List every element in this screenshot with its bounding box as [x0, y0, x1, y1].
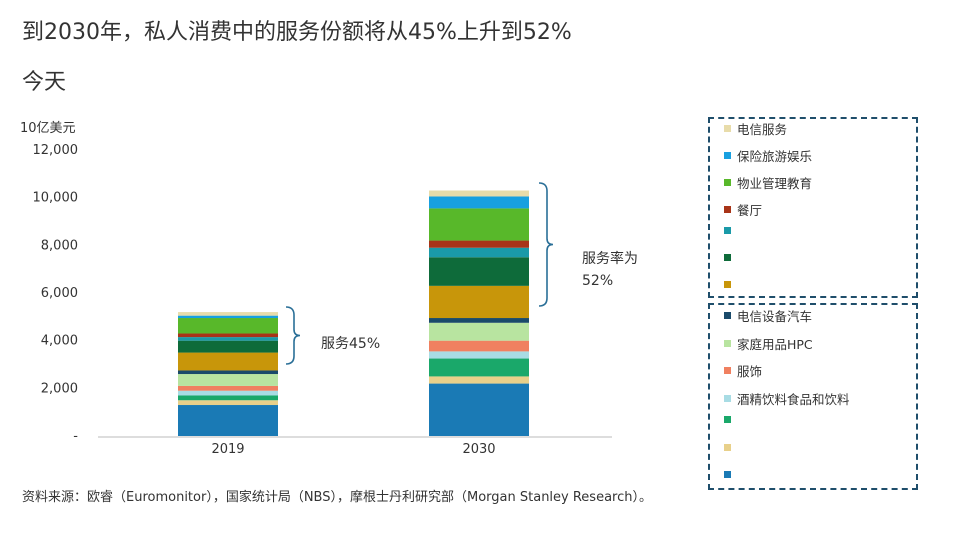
x-tick-label: 2019 [211, 442, 244, 457]
legend-item: 家庭用品HPC [724, 334, 813, 353]
bar-segment-2019-6 [178, 370, 278, 375]
legend-label: 保险旅游娱乐 [737, 149, 813, 164]
bar-segment-2030-13 [429, 190, 529, 197]
legend-item [724, 471, 737, 478]
legend-item: 酒精饮料食品和饮料 [724, 389, 850, 408]
bar-segment-2019-1 [178, 400, 278, 406]
bar-segment-2019-2 [178, 395, 278, 401]
legend-swatch [724, 254, 731, 261]
legend-item: 服饰 [724, 361, 762, 380]
bar-segment-2019-11 [178, 318, 278, 334]
y-tick-label: 6,000 [41, 286, 78, 301]
legend-item [724, 227, 737, 234]
legend-label: 电信设备汽车 [737, 309, 813, 324]
legend-item: 保险旅游娱乐 [724, 146, 812, 165]
bar-segment-2019-8 [178, 340, 278, 353]
service-bracket-2030 [538, 182, 554, 307]
legend-goods: 电信设备汽车 家庭用品HPC 服饰酒精饮料食品和饮料 [708, 303, 918, 490]
legend-swatch [724, 206, 731, 213]
legend-item: 餐厅 [724, 200, 762, 219]
y-tick-label: 8,000 [41, 238, 78, 253]
bar-segment-2030-11 [429, 208, 529, 241]
legend-swatch [724, 443, 731, 451]
legend-label: 餐厅 [737, 203, 763, 218]
legend-services: 电信服务保险旅游娱乐 物业管理教育 餐厅 [708, 117, 918, 298]
legend-swatch [724, 281, 731, 288]
bar-segment-2030-12 [429, 196, 529, 209]
legend-label: 物业管理教育 [737, 176, 813, 191]
legend-swatch [724, 227, 731, 234]
x-tick-label: 2030 [462, 442, 495, 457]
legend-swatch [724, 367, 731, 374]
legend-label: 电信服务 [737, 122, 788, 137]
source-note: 资料来源：欧睿（Euromonitor），国家统计局（NBS），摩根士丹利研究部… [22, 490, 652, 505]
legend-item: 电信服务 [724, 119, 787, 138]
legend-swatch [724, 125, 731, 132]
bar-segment-2030-2 [429, 358, 529, 377]
legend-swatch [724, 394, 731, 402]
legend-label: 酒精饮料食品和饮料 [737, 391, 850, 407]
bar-segment-2030-6 [429, 318, 529, 323]
bar-segment-2030-9 [429, 247, 529, 258]
bar-segment-2030-5 [429, 322, 529, 341]
legend-swatch [724, 416, 731, 423]
bar-segment-2030-0 [429, 383, 529, 436]
legend-swatch [724, 339, 731, 347]
bar-segment-2030-1 [429, 376, 529, 384]
bar-segment-2019-5 [178, 374, 278, 386]
legend-item: 电信设备汽车 [724, 306, 812, 325]
legend-item [724, 416, 737, 423]
bar-segment-2019-12 [178, 315, 278, 319]
y-tick-label: 2,000 [41, 381, 78, 396]
legend-item [724, 443, 737, 451]
legend-label: 家庭用品HPC [737, 336, 813, 352]
bar-segment-2019-3 [178, 390, 278, 396]
bar-segment-2030-4 [429, 340, 529, 352]
y-axis-label: 10亿美元 [20, 121, 76, 136]
legend-swatch [724, 471, 731, 478]
legend-item [724, 254, 737, 261]
legend-swatch [724, 312, 731, 319]
bar-segment-2030-7 [429, 285, 529, 319]
y-tick-label: 10,000 [33, 191, 79, 206]
y-tick-label: - [73, 429, 78, 444]
bar-segment-2030-3 [429, 351, 529, 359]
legend-swatch [724, 152, 731, 159]
legend-swatch [724, 179, 731, 186]
bar-segment-2030-10 [429, 240, 529, 248]
y-tick-label: 4,000 [41, 334, 78, 349]
bar-segment-2019-7 [178, 352, 278, 371]
bar-segment-2030-8 [429, 257, 529, 286]
legend-label: 服饰 [737, 364, 763, 379]
bar-segment-2019-0 [178, 405, 278, 436]
bar-segment-2019-10 [178, 333, 278, 338]
service-share-2030-label: 服务率为 [582, 250, 638, 267]
bar-segment-2019-4 [178, 385, 278, 391]
bar-segment-2019-9 [178, 337, 278, 341]
page-title: 到2030年，私人消费中的服务份额将从45%上升到52% [22, 20, 572, 45]
bar-segment-2019-13 [178, 312, 278, 316]
legend-item: 物业管理教育 [724, 173, 812, 192]
service-share-2019-label: 服务45% [321, 336, 380, 352]
page-subtitle: 今天 [22, 70, 67, 95]
service-bracket-2019 [285, 306, 301, 365]
legend-item [724, 281, 737, 288]
service-share-2030-value: 52% [582, 273, 613, 289]
y-tick-label: 12,000 [33, 143, 79, 158]
